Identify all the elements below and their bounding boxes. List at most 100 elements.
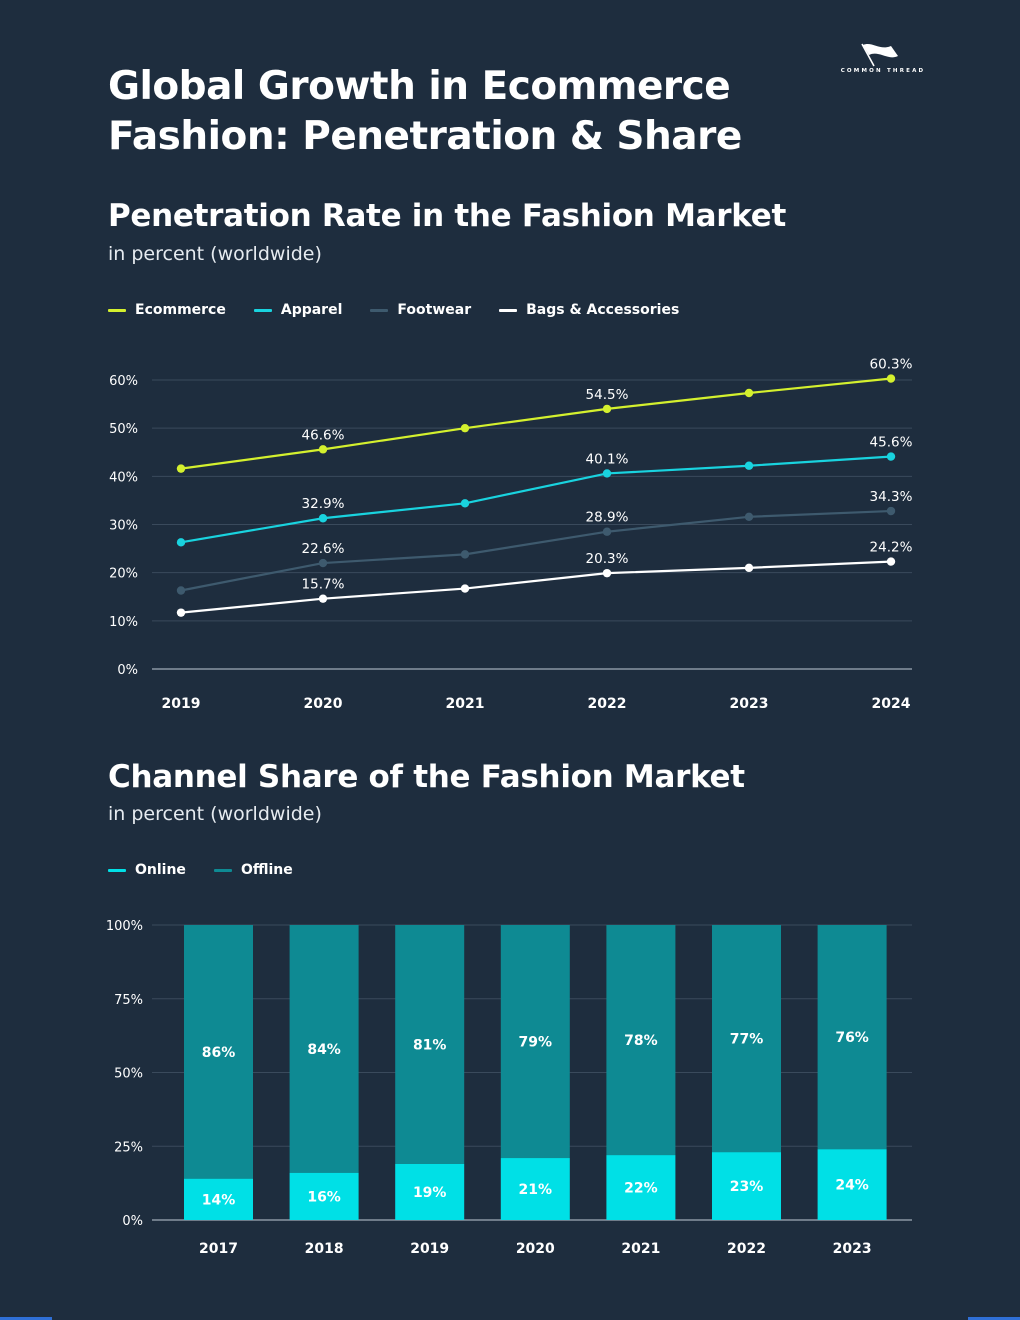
data-point-ecommerce	[602, 404, 612, 414]
brand-logo: COMMON THREAD	[836, 42, 930, 76]
legend-item-apparel: Apparel	[253, 302, 343, 318]
x-tick-label: 2023	[730, 696, 769, 712]
data-point-footwear	[176, 586, 186, 595]
legend-swatch-footwear	[370, 308, 389, 312]
series-line-ecommerce	[180, 377, 892, 470]
data-point-ecommerce	[744, 388, 754, 398]
data-point-bags-accessories	[602, 568, 612, 578]
data-point-bags-accessories	[744, 563, 754, 573]
legend-swatch-offline	[213, 868, 232, 872]
data-label-online: 19%	[413, 1185, 447, 1201]
data-label-offline: 77%	[730, 1032, 764, 1048]
brand-name: COMMON THREAD	[840, 68, 926, 74]
data-point-apparel	[318, 514, 328, 523]
data-label-online: 16%	[307, 1189, 341, 1205]
bar-offline	[500, 925, 570, 1159]
data-point-ecommerce	[176, 464, 186, 473]
legend-item-footwear: Footwear	[370, 302, 471, 318]
data-label-apparel: 32.9%	[302, 496, 345, 512]
penetration-title: Penetration Rate in the Fashion Market	[108, 198, 786, 234]
y-tick-label: 50%	[114, 1067, 143, 1082]
y-tick-label: 60%	[109, 374, 138, 389]
channel-legend: Online Offline	[108, 862, 321, 878]
y-tick-label: 25%	[114, 1140, 143, 1155]
data-point-bags-accessories	[318, 594, 328, 603]
legend-label-ecommerce: Ecommerce	[135, 302, 226, 318]
series-line-footwear	[180, 509, 892, 592]
data-label-offline: 81%	[413, 1037, 447, 1053]
legend-swatch-bags	[499, 308, 518, 312]
x-tick-label: 2017	[199, 1241, 238, 1257]
data-label-online: 22%	[624, 1181, 658, 1197]
x-tick-label: 2021	[621, 1241, 660, 1257]
data-point-apparel	[602, 469, 612, 478]
data-point-footwear	[886, 506, 896, 516]
data-label-online: 24%	[835, 1178, 869, 1194]
bar-online	[184, 1178, 253, 1220]
legend-item-bags: Bags & Accessories	[499, 302, 679, 318]
x-tick-label: 2023	[833, 1241, 872, 1257]
bar-online	[606, 1155, 676, 1220]
flag-icon	[861, 43, 898, 67]
bar-online	[817, 1149, 887, 1220]
channel-title: Channel Share of the Fashion Market	[108, 759, 745, 795]
bar-offline	[289, 925, 359, 1173]
data-point-ecommerce	[318, 445, 328, 454]
data-label-bags-accessories: 15.7%	[302, 577, 345, 593]
data-label-offline: 84%	[307, 1042, 341, 1058]
bar-offline	[817, 925, 887, 1150]
corner-accent-right	[968, 1317, 1020, 1320]
data-label-offline: 86%	[202, 1045, 236, 1061]
bar-offline	[395, 925, 465, 1164]
x-tick-label: 2022	[727, 1241, 766, 1257]
data-label-ecommerce: 60.3%	[870, 357, 913, 373]
y-tick-label: 40%	[109, 470, 138, 485]
data-label-footwear: 34.3%	[870, 489, 913, 505]
series-line-apparel	[180, 455, 892, 544]
x-tick-label: 2022	[588, 696, 627, 712]
y-tick-label: 100%	[106, 919, 143, 934]
data-label-apparel: 40.1%	[586, 451, 629, 467]
legend-label-apparel: Apparel	[280, 302, 343, 318]
channel-bar-chart: 0% 25% 50% 75% 100% 86% 14% 2017 84% 16% 2018 81% 19…	[106, 919, 912, 1257]
data-point-apparel	[744, 461, 754, 470]
x-tick-label: 2024	[872, 696, 911, 712]
bar-online	[289, 1172, 359, 1220]
legend-swatch-online	[108, 868, 126, 872]
data-label-ecommerce: 54.5%	[586, 387, 629, 403]
legend-swatch-ecommerce	[108, 308, 126, 312]
data-point-footwear	[460, 550, 470, 559]
data-label-offline: 79%	[519, 1035, 553, 1051]
data-label-bags-accessories: 24.2%	[870, 540, 913, 556]
data-label-online: 14%	[202, 1192, 236, 1208]
page-title: Global Growth in Ecommerce Fashion: Pene…	[108, 64, 742, 159]
data-label-online: 21%	[519, 1182, 553, 1198]
penetration-line-chart: 0% 10% 20% 30% 40% 50% 60% 2019 2020 2021 2022 2023…	[109, 357, 913, 712]
data-point-apparel	[460, 499, 470, 508]
x-tick-label: 2018	[305, 1241, 344, 1257]
data-label-online: 23%	[730, 1179, 764, 1195]
data-point-footwear	[602, 527, 612, 536]
legend-item-offline: Offline	[213, 862, 293, 878]
bar-offline	[712, 925, 781, 1153]
y-tick-label: 10%	[109, 615, 138, 630]
bar-offline	[184, 925, 253, 1179]
data-label-ecommerce: 46.6%	[302, 427, 345, 443]
data-label-footwear: 28.9%	[586, 510, 629, 526]
data-point-footwear	[744, 512, 754, 521]
penetration-legend: Ecommerce Apparel Footwear Bags & Access…	[108, 302, 707, 318]
bar-online	[712, 1152, 781, 1220]
legend-label-online: Online	[135, 862, 186, 878]
data-label-apparel: 45.6%	[870, 435, 913, 451]
data-label-offline: 76%	[835, 1030, 869, 1046]
series-line-bags-accessories	[180, 560, 892, 614]
x-tick-label: 2020	[516, 1241, 555, 1257]
legend-swatch-apparel	[253, 308, 272, 312]
x-tick-label: 2020	[304, 696, 343, 712]
data-point-ecommerce	[460, 423, 470, 433]
data-label-footwear: 22.6%	[302, 541, 345, 557]
data-point-footwear	[318, 558, 328, 568]
data-point-bags-accessories	[176, 608, 186, 617]
data-label-offline: 78%	[624, 1033, 658, 1049]
data-point-bags-accessories	[886, 557, 896, 566]
